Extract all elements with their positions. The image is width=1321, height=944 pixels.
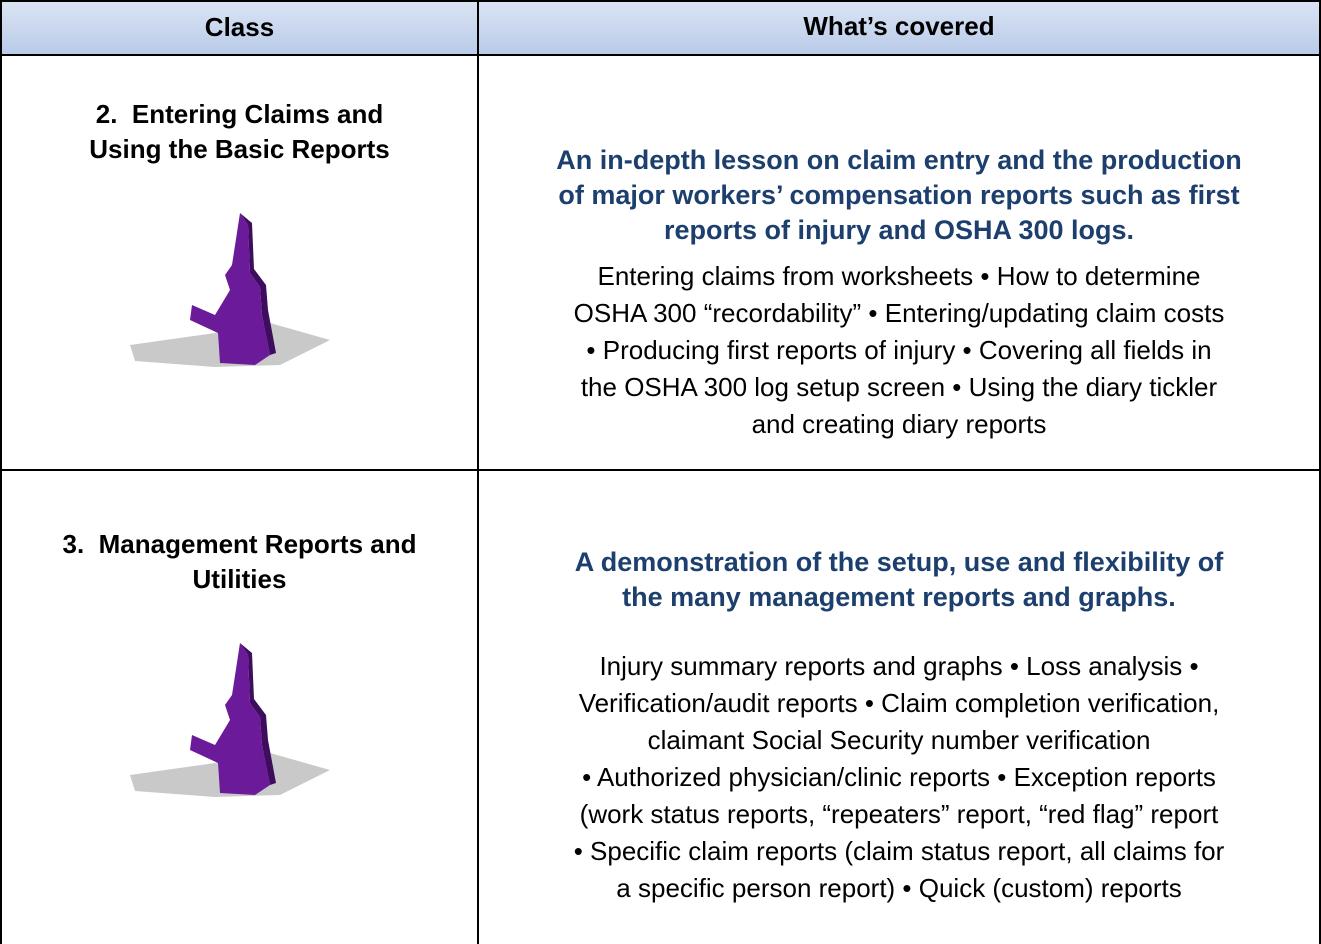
summary-line: An in-depth lesson on claim entry and th… [556, 145, 1242, 175]
border [0, 0, 1321, 2]
summary-line: of major workers’ compensation reports s… [558, 180, 1240, 210]
class-title-line: Using the Basic Reports [89, 134, 390, 164]
figure-icon [130, 643, 330, 797]
details: Entering claims from worksheets • How to… [479, 258, 1319, 443]
class-title-line: 3. Management Reports and [62, 529, 417, 559]
border [0, 469, 1321, 471]
class-title: 3. Management Reports and Utilities [2, 527, 477, 597]
details-line: (work status reports, “repeaters” report… [579, 799, 1219, 829]
details-line: • Authorized physician/clinic reports • … [582, 762, 1216, 792]
summary: An in-depth lesson on claim entry and th… [479, 143, 1319, 248]
class-title-line: 2. Entering Claims and [95, 99, 384, 129]
details-line: Verification/audit reports • Claim compl… [578, 688, 1220, 718]
header-bg [0, 0, 1321, 55]
border [0, 54, 1321, 56]
figure-icon [130, 213, 330, 367]
details-line: the OSHA 300 log setup screen • Using th… [580, 372, 1218, 402]
summary-line: reports of injury and OSHA 300 logs. [663, 215, 1135, 245]
border [1319, 0, 1321, 944]
header-covered: What’s covered [803, 11, 995, 41]
details-line: • Specific claim reports (claim status r… [573, 836, 1225, 866]
summary-line: the many management reports and graphs. [622, 582, 1176, 612]
details-line: a specific person report) • Quick (custo… [616, 873, 1182, 903]
summary: A demonstration of the setup, use and fl… [479, 545, 1319, 615]
details: Injury summary reports and graphs • Loss… [479, 648, 1319, 907]
details-line: claimant Social Security number verifica… [647, 725, 1151, 755]
class-title: 2. Entering Claims and Using the Basic Re… [2, 97, 477, 167]
details-line: and creating diary reports [751, 409, 1047, 439]
details-line: Entering claims from worksheets • How to… [597, 261, 1201, 291]
class-title-line: Utilities [192, 564, 287, 594]
details-line: Injury summary reports and graphs • Loss… [599, 651, 1199, 681]
details-line: OSHA 300 “recordability” • Entering/upda… [573, 298, 1225, 328]
details-line: • Producing first reports of injury • Co… [586, 335, 1212, 365]
border [477, 0, 479, 944]
header-class: Class [204, 12, 275, 42]
summary-line: A demonstration of the setup, use and fl… [574, 547, 1224, 577]
border [0, 0, 2, 944]
